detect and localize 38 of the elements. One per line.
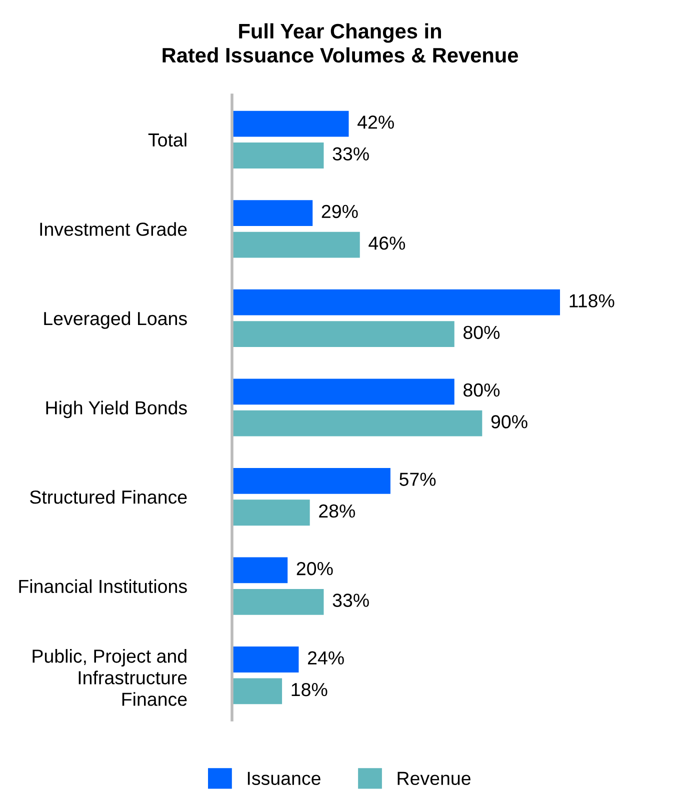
data-label: 46% xyxy=(368,236,406,250)
y-tick-label: Total xyxy=(148,132,186,147)
bar xyxy=(232,588,324,615)
y-tick-label: Public, Project and Infrastructure Finance xyxy=(32,649,187,706)
bar xyxy=(232,678,282,704)
bar xyxy=(232,500,310,526)
data-label: 42% xyxy=(358,116,394,129)
legend-label: Issuance xyxy=(248,772,320,785)
y-tick-label: Structured Finance xyxy=(30,490,187,504)
y-tick-label: High Yield Bonds xyxy=(46,400,187,418)
y-tick-label: Investment Grade xyxy=(40,222,187,236)
y-tick-label: Leveraged Loans xyxy=(44,311,187,329)
data-label: 28% xyxy=(319,504,356,518)
bar xyxy=(232,289,560,316)
bar xyxy=(232,142,324,168)
bar xyxy=(232,557,288,584)
bar xyxy=(232,110,349,137)
bar xyxy=(232,646,299,672)
data-label: 29% xyxy=(322,204,358,218)
data-label: 80% xyxy=(464,326,500,340)
bar xyxy=(232,200,313,226)
data-label: 24% xyxy=(308,651,344,664)
chart-title: Full Year Changes in Rated Issuance Volumes & Revenue xyxy=(162,23,518,63)
bar xyxy=(232,321,454,348)
bar xyxy=(232,468,390,494)
data-label: 20% xyxy=(296,562,333,576)
data-label: 33% xyxy=(332,147,369,161)
data-label: 57% xyxy=(400,472,436,486)
legend-label: Revenue xyxy=(398,772,470,785)
y-tick-label: Financial Institutions xyxy=(19,579,187,594)
data-label: 18% xyxy=(292,682,328,696)
data-label: 90% xyxy=(491,415,528,428)
bar xyxy=(232,410,482,436)
data-label: 118% xyxy=(570,294,614,308)
bar xyxy=(232,378,454,405)
bar xyxy=(232,232,360,258)
data-label: 80% xyxy=(464,383,500,397)
data-label: 33% xyxy=(332,594,369,607)
